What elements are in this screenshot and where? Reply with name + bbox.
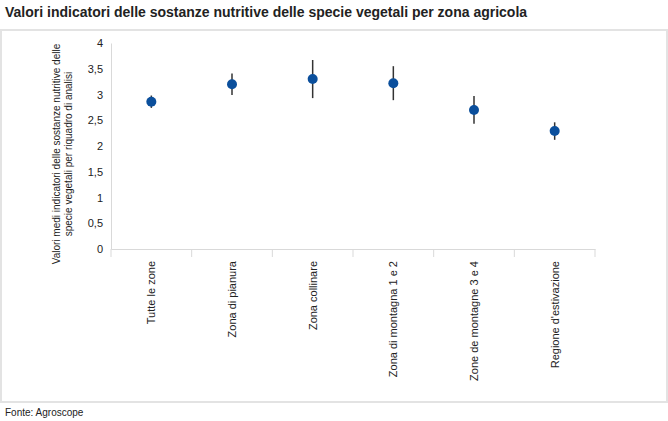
x-tick-label: Zona collinare — [307, 261, 319, 330]
y-tick-label: 0 — [97, 243, 103, 255]
x-tick-label: Regione d'estivazione — [549, 261, 561, 368]
x-tick: Zone de montagne 3 e 4 — [468, 249, 480, 381]
y-tick-label: 1,5 — [88, 166, 103, 178]
x-tick-label: Zone de montagne 3 e 4 — [468, 261, 480, 381]
x-tick-label: Tutte le zone — [145, 261, 157, 324]
y-tick-label: 2,5 — [88, 114, 103, 126]
point — [388, 78, 398, 88]
chart: Valori indicatori delle sostanze nutriti… — [0, 0, 668, 421]
title: Valori indicatori delle sostanze nutriti… — [5, 4, 527, 20]
y-tick: 3,5 — [88, 63, 111, 75]
point — [469, 105, 479, 115]
x-tick-label: Zona di montagna 1 e 2 — [387, 261, 399, 377]
x-tick: Zona di montagna 1 e 2 — [387, 249, 399, 377]
y-tick: 0,5 — [88, 217, 111, 229]
y-tick: 4 — [97, 37, 111, 49]
y-tick-label: 1 — [97, 192, 103, 204]
y-tick: 0 — [97, 243, 111, 255]
x-separator — [272, 249, 273, 257]
y-axis-line — [111, 44, 112, 250]
point — [550, 126, 560, 136]
y-tick: 3 — [97, 89, 111, 101]
x-separator — [353, 249, 354, 257]
y-tick: 1,5 — [88, 166, 111, 178]
y-tick-label: 0,5 — [88, 217, 103, 229]
x-tick: Zona di pianura — [226, 249, 238, 337]
y-tick-label: 3 — [97, 89, 103, 101]
x-separator — [191, 249, 192, 257]
x-separator — [433, 249, 434, 257]
x-separator — [514, 249, 515, 257]
y-tick-label: 4 — [97, 37, 103, 49]
x-tick: Zona collinare — [307, 249, 319, 330]
y-axis-title-line: Valori medi indicatori delle sostanze nu… — [51, 43, 62, 264]
y-tick-label: 3,5 — [88, 63, 103, 75]
x-tick: Tutte le zone — [145, 249, 157, 324]
y-axis-title-line: specie vegetali per riquadro di analisi — [63, 72, 74, 237]
x-tick-label: Zona di pianura — [226, 260, 238, 337]
source: Fonte: Agroscope — [5, 407, 84, 418]
marks — [146, 60, 559, 140]
y-tick-label: 2 — [97, 140, 103, 152]
y-tick: 2,5 — [88, 114, 111, 126]
x-axis: Tutte le zone Zona di pianura Zona collina… — [112, 249, 596, 381]
y-tick: 2 — [97, 140, 111, 152]
x-separators — [111, 249, 595, 257]
y-tick: 1 — [97, 192, 111, 204]
point — [146, 97, 156, 107]
point — [308, 74, 318, 84]
frame — [1, 30, 667, 402]
x-tick: Regione d'estivazione — [549, 249, 561, 368]
x-separator — [111, 249, 112, 257]
y-axis: 0 0,5 1 1,5 2 2,5 3 3,5 4 — [88, 37, 112, 255]
x-separator — [595, 249, 596, 257]
point — [227, 79, 237, 89]
y-axis-title: Valori medi indicatori delle sostanze nu… — [51, 43, 74, 264]
